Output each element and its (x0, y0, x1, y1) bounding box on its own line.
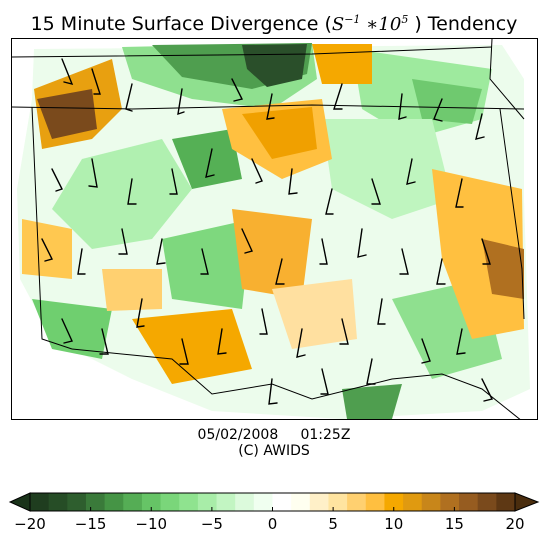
colorbar-tick-label: −5 (201, 515, 223, 533)
colorbar-tick-label: −20 (14, 515, 46, 533)
datetime-label: 05/02/2008 01:25Z (0, 427, 548, 444)
colorbar-swatch (254, 493, 273, 511)
colorbar-swatch (347, 493, 366, 511)
divergence-map (11, 38, 538, 420)
colorbar-swatch (179, 493, 198, 511)
colorbar-swatch (366, 493, 385, 511)
colorbar-tick-label: −15 (75, 515, 107, 533)
negative-region (32, 299, 112, 359)
chart-title: 15 Minute Surface Divergence (S−1 ∗105 )… (0, 8, 548, 37)
colorbar-tick-label: −10 (135, 515, 167, 533)
colorbar-swatch (217, 493, 236, 511)
units-math: S−1 ∗105 (332, 14, 408, 35)
colorbar-under-arrow (10, 493, 30, 511)
colorbar-swatch (86, 493, 105, 511)
colorbar-swatch (273, 493, 292, 511)
colorbar-swatch (123, 493, 142, 511)
colorbar-tick-label: 0 (268, 515, 278, 533)
colorbar-swatch (459, 493, 478, 511)
colorbar-swatch (403, 493, 422, 511)
colorbar-swatch (422, 493, 441, 511)
colorbar-swatch (67, 493, 86, 511)
colorbar-swatch (440, 493, 459, 511)
map-canvas (12, 39, 538, 420)
colorbar-tick-label: 5 (328, 515, 338, 533)
colorbar-swatch (105, 493, 124, 511)
colorbar-swatch (328, 493, 347, 511)
colorbar-swatch (235, 493, 254, 511)
colorbar-tick-label: 10 (384, 515, 403, 533)
positive-region (312, 44, 372, 84)
colorbar-over-arrow (515, 493, 538, 511)
colorbar-tick-label: 15 (445, 515, 464, 533)
colorbar: −20 −15 −10 −5 0 5 10 15 20 (0, 487, 548, 547)
colorbar-swatch (49, 493, 68, 511)
positive-region (102, 269, 162, 311)
colorbar-swatch (496, 493, 515, 511)
colorbar-swatch (310, 493, 329, 511)
copyright-label: (C) AWIDS (0, 443, 548, 460)
colorbar-swatch (478, 493, 497, 511)
colorbar-tick-label: 20 (505, 515, 524, 533)
colorbar-swatch (291, 493, 310, 511)
colorbar-swatch (198, 493, 217, 511)
colorbar-swatch (30, 493, 49, 511)
colorbar-swatch (161, 493, 180, 511)
